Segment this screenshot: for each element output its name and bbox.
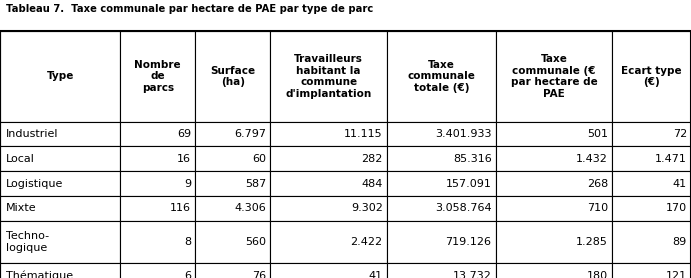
Text: Type: Type xyxy=(46,71,74,81)
Bar xyxy=(270,147,387,171)
Bar xyxy=(387,147,495,171)
Text: 1.285: 1.285 xyxy=(576,237,608,247)
Bar xyxy=(120,221,196,264)
Bar xyxy=(0,221,120,264)
Bar xyxy=(196,121,270,147)
Text: 6: 6 xyxy=(184,271,191,278)
Bar xyxy=(387,121,495,147)
Text: 16: 16 xyxy=(177,154,191,164)
Bar xyxy=(495,196,612,221)
Text: 170: 170 xyxy=(665,203,687,214)
Bar xyxy=(0,31,120,121)
Text: 484: 484 xyxy=(361,179,383,188)
Bar xyxy=(270,196,387,221)
Text: 2.422: 2.422 xyxy=(350,237,383,247)
Text: 157.091: 157.091 xyxy=(446,179,491,188)
Text: 72: 72 xyxy=(672,129,687,139)
Text: Surface
(ha): Surface (ha) xyxy=(210,66,256,87)
Bar xyxy=(196,196,270,221)
Bar xyxy=(495,264,612,278)
Text: Techno-
logique: Techno- logique xyxy=(6,231,48,253)
Bar xyxy=(196,171,270,196)
Bar xyxy=(120,196,196,221)
Text: 8: 8 xyxy=(184,237,191,247)
Bar xyxy=(0,196,120,221)
Text: Industriel: Industriel xyxy=(6,129,58,139)
Bar xyxy=(120,31,196,121)
Text: Taxe
communale (€
par hectare de
PAE: Taxe communale (€ par hectare de PAE xyxy=(511,54,597,99)
Text: Travailleurs
habitant la
commune
d'implantation: Travailleurs habitant la commune d'impla… xyxy=(285,54,372,99)
Text: 9: 9 xyxy=(184,179,191,188)
Bar xyxy=(612,196,691,221)
Text: Nombre
de
parcs: Nombre de parcs xyxy=(135,60,181,93)
Text: 1.432: 1.432 xyxy=(576,154,608,164)
Text: Logistique: Logistique xyxy=(6,179,63,188)
Text: 41: 41 xyxy=(673,179,687,188)
Text: 6.797: 6.797 xyxy=(234,129,266,139)
Text: 89: 89 xyxy=(672,237,687,247)
Text: 69: 69 xyxy=(177,129,191,139)
Text: 719.126: 719.126 xyxy=(446,237,491,247)
Bar xyxy=(120,121,196,147)
Bar xyxy=(612,147,691,171)
Text: 76: 76 xyxy=(252,271,266,278)
Text: 9.302: 9.302 xyxy=(351,203,383,214)
Text: 3.401.933: 3.401.933 xyxy=(435,129,491,139)
Text: 60: 60 xyxy=(252,154,266,164)
Bar xyxy=(495,171,612,196)
Text: 13.732: 13.732 xyxy=(453,271,491,278)
Text: 282: 282 xyxy=(361,154,383,164)
Bar xyxy=(0,171,120,196)
Text: 41: 41 xyxy=(368,271,383,278)
Text: Tableau 7.  Taxe communale par hectare de PAE par type de parc: Tableau 7. Taxe communale par hectare de… xyxy=(6,4,372,14)
Text: 85.316: 85.316 xyxy=(453,154,491,164)
Text: 501: 501 xyxy=(587,129,608,139)
Text: Taxe
communale
totale (€): Taxe communale totale (€) xyxy=(407,60,475,93)
Bar xyxy=(120,171,196,196)
Bar xyxy=(196,31,270,121)
Bar xyxy=(387,221,495,264)
Bar xyxy=(612,171,691,196)
Text: 1.471: 1.471 xyxy=(655,154,687,164)
Bar xyxy=(495,31,612,121)
Text: 587: 587 xyxy=(245,179,266,188)
Text: Ecart type
(€): Ecart type (€) xyxy=(621,66,682,87)
Text: 121: 121 xyxy=(665,271,687,278)
Text: 116: 116 xyxy=(170,203,191,214)
Text: Thématique: Thématique xyxy=(6,270,73,278)
Bar xyxy=(270,264,387,278)
Bar xyxy=(495,221,612,264)
Bar xyxy=(495,147,612,171)
Bar xyxy=(0,121,120,147)
Bar xyxy=(495,121,612,147)
Text: 3.058.764: 3.058.764 xyxy=(435,203,491,214)
Bar xyxy=(612,221,691,264)
Bar xyxy=(387,264,495,278)
Bar xyxy=(270,121,387,147)
Text: 4.306: 4.306 xyxy=(234,203,266,214)
Text: Mixte: Mixte xyxy=(6,203,36,214)
Bar xyxy=(196,264,270,278)
Text: 710: 710 xyxy=(587,203,608,214)
Text: 180: 180 xyxy=(587,271,608,278)
Bar xyxy=(612,31,691,121)
Bar xyxy=(120,147,196,171)
Bar xyxy=(387,171,495,196)
Bar xyxy=(196,147,270,171)
Bar xyxy=(0,264,120,278)
Bar xyxy=(270,31,387,121)
Bar xyxy=(387,196,495,221)
Bar xyxy=(612,121,691,147)
Bar xyxy=(387,31,495,121)
Bar xyxy=(0,147,120,171)
Text: 560: 560 xyxy=(245,237,266,247)
Text: Local: Local xyxy=(6,154,35,164)
Bar xyxy=(120,264,196,278)
Text: 268: 268 xyxy=(587,179,608,188)
Bar xyxy=(612,264,691,278)
Bar xyxy=(196,221,270,264)
Text: 11.115: 11.115 xyxy=(344,129,383,139)
Bar xyxy=(270,221,387,264)
Bar xyxy=(270,171,387,196)
